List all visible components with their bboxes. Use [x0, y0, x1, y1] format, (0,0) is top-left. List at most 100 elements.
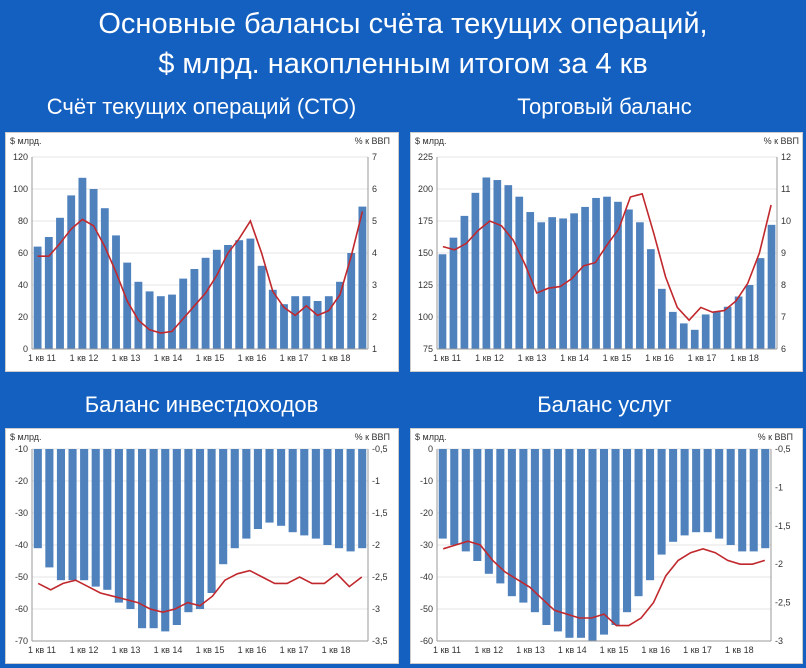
bar: [634, 449, 643, 597]
bar: [126, 449, 135, 609]
bar: [89, 189, 98, 349]
bar: [493, 180, 502, 349]
bar: [504, 185, 513, 349]
left-tick-label: 200: [418, 184, 433, 194]
right-tick-label: 12: [781, 152, 791, 162]
right-tick-label: 7: [372, 152, 377, 162]
left-tick-label: 20: [18, 312, 28, 322]
bar: [565, 449, 574, 638]
x-tick-label: 1 кв 11: [433, 353, 461, 363]
left-tick-label: -40: [15, 540, 28, 550]
left-tick-label: 225: [418, 152, 433, 162]
x-tick-label: 1 кв 15: [196, 645, 225, 655]
series-line: [442, 192, 772, 322]
bar: [679, 323, 688, 349]
bar: [358, 449, 367, 549]
left-tick-label: -30: [15, 508, 28, 518]
x-tick-label: 1 кв 14: [154, 645, 183, 655]
bar: [253, 449, 262, 529]
bar: [265, 449, 274, 523]
right-tick-label: -2: [372, 540, 380, 550]
panel-trade-balance: Торговый баланс: [403, 86, 806, 128]
bar: [161, 449, 170, 632]
x-tick-label: 1 кв 18: [725, 645, 754, 655]
left-tick-label: 75: [423, 344, 433, 354]
bar: [288, 449, 297, 533]
bar: [669, 449, 678, 542]
bar: [246, 238, 255, 349]
left-tick-label: -10: [15, 444, 28, 454]
bar: [91, 449, 100, 587]
right-tick-label: -2: [775, 559, 783, 569]
bar: [438, 254, 447, 349]
bar: [184, 449, 193, 613]
bar: [45, 449, 54, 568]
bar: [515, 196, 524, 349]
x-tick-label: 1 кв 15: [600, 645, 629, 655]
bar: [134, 281, 143, 349]
bar: [542, 449, 551, 625]
x-tick-label: 1 кв 14: [560, 353, 589, 363]
bar: [291, 296, 300, 349]
right-tick-label: 3: [372, 280, 377, 290]
bar: [761, 449, 770, 549]
panel-title: Счёт текущих операций (СТО): [46, 94, 357, 119]
page-title: Основные балансы счёта текущих операций,…: [0, 0, 806, 84]
series-line: [37, 211, 364, 334]
right-tick-label: 7: [781, 312, 786, 322]
panel-title: Торговый баланс: [517, 94, 692, 119]
left-tick-label: -20: [15, 476, 28, 486]
bar: [734, 296, 743, 349]
bar: [80, 449, 89, 581]
bar: [268, 289, 277, 349]
chart-trade-balance: $ млрд. % к ВВП 75 100 125 150 175 200 225 6 7 8 9 10…: [410, 132, 803, 372]
x-tick-label: 1 кв 11: [28, 353, 56, 363]
bar: [668, 311, 677, 349]
bar: [323, 449, 332, 545]
bar: [44, 237, 53, 349]
x-tick-label: 1 кв 18: [322, 645, 351, 655]
x-tick-label: 1 кв 18: [322, 353, 351, 363]
bar: [588, 449, 597, 641]
bar: [749, 449, 758, 552]
bar: [168, 294, 176, 349]
bar: [219, 449, 228, 565]
bar: [56, 217, 64, 349]
chart-svg-services-balance: $ млрд. % к ВВП -60 -50 -40 -30 -20 -10 0 -3 -2,5 -…: [415, 432, 793, 655]
bar: [712, 311, 721, 349]
bar: [313, 301, 322, 349]
left-tick-label: -30: [420, 540, 433, 550]
chart-svg-current-account: $ млрд. % к ВВП 0 20 40 60 80 100 120 1 2 3 4 5 6 7 1 кв…: [10, 136, 390, 363]
bar: [570, 213, 578, 349]
right-tick-label: 6: [372, 184, 377, 194]
right-tick-label: 6: [781, 344, 786, 354]
left-tick-label: -60: [420, 636, 433, 646]
left-tick-label: -50: [420, 604, 433, 614]
bar: [190, 269, 199, 349]
x-tick-label: 1 кв 13: [112, 645, 141, 655]
right-tick-label: -1,5: [372, 508, 388, 518]
x-tick-label: 1 кв 15: [603, 353, 632, 363]
right-tick-label: 5: [372, 216, 377, 226]
bar: [67, 195, 76, 349]
left-axis-unit: $ млрд.: [10, 432, 42, 442]
bar: [201, 257, 210, 349]
bar: [68, 449, 77, 581]
bar: [114, 449, 123, 603]
bar: [692, 449, 701, 533]
right-tick-label: -1,5: [775, 521, 791, 531]
x-tick-label: 1 кв 17: [280, 645, 309, 655]
bar: [581, 206, 589, 349]
right-axis-unit: % к ВВП: [355, 432, 390, 442]
bar: [257, 265, 266, 349]
bar: [300, 449, 309, 536]
bar: [33, 449, 42, 549]
x-tick-label: 1 кв 18: [730, 353, 759, 363]
right-tick-label: -3: [775, 636, 783, 646]
chart-investment-income: $ млрд. % к ВВП -70 -60 -50 -40 -30 -20 -10 -3,5 -…: [5, 428, 399, 664]
x-tick-label: 1 кв 12: [70, 353, 99, 363]
bar: [358, 206, 367, 349]
bar: [553, 449, 562, 632]
panel-investment-income: Баланс инвестдоходов: [0, 384, 403, 426]
bar: [207, 449, 216, 593]
